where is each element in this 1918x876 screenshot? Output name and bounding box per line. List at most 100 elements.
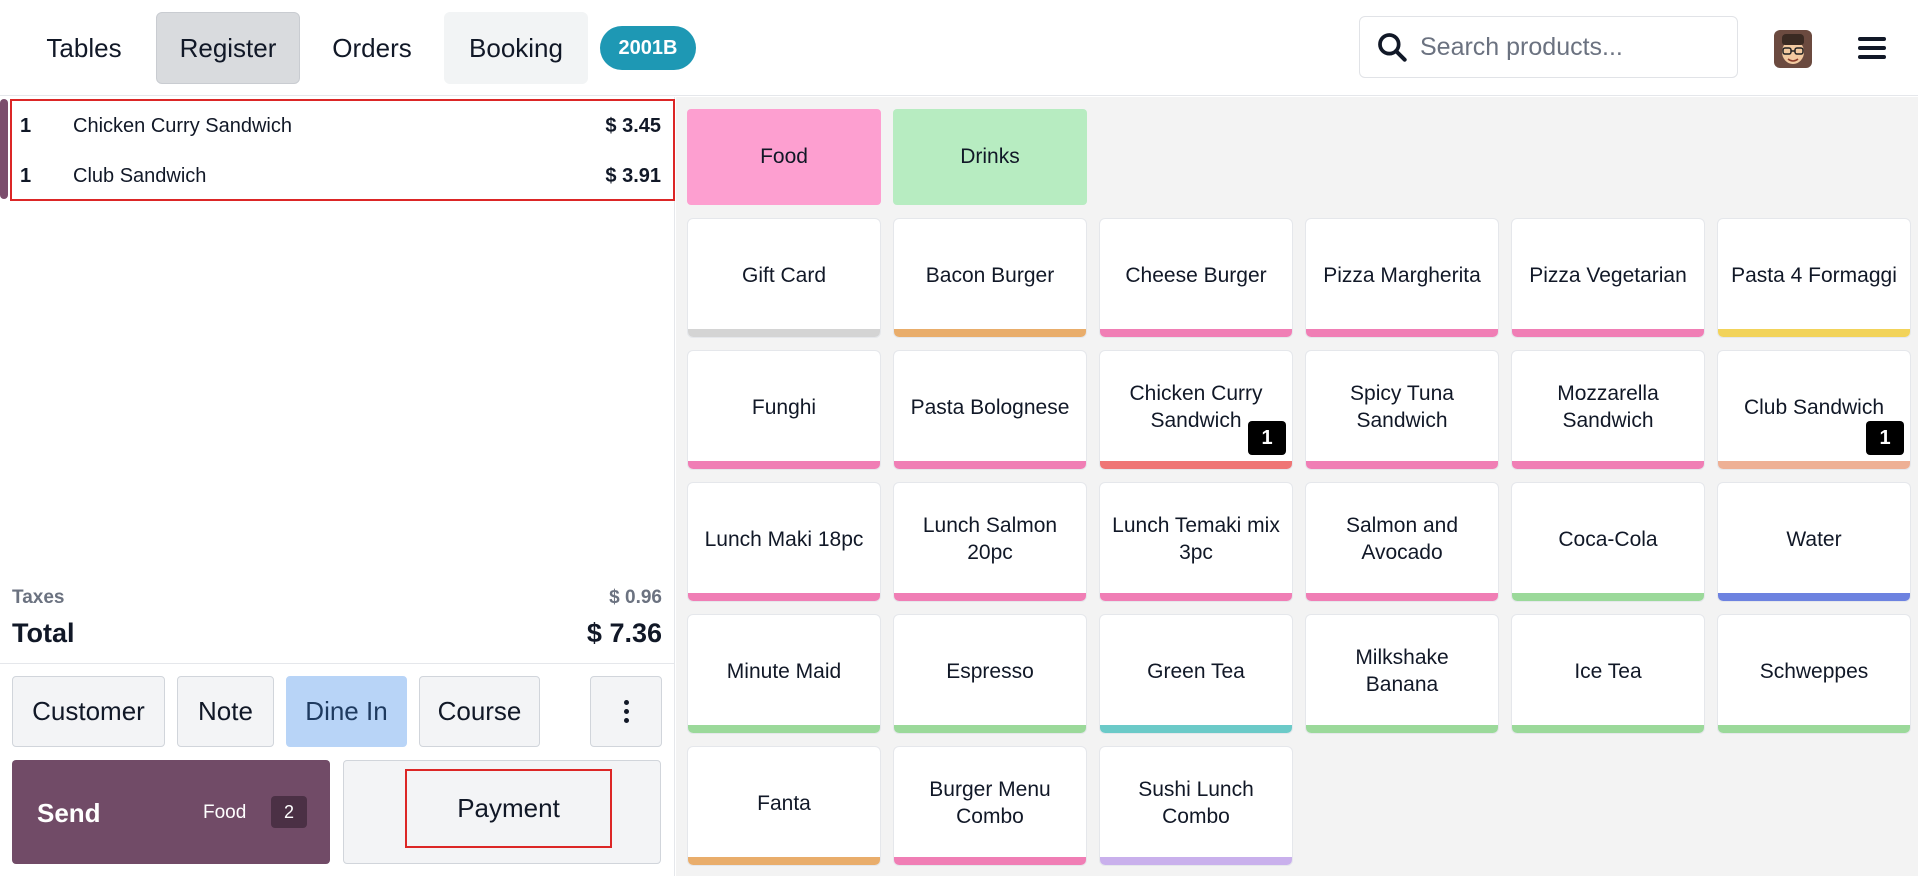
product-card[interactable]: Ice Tea xyxy=(1511,614,1705,734)
product-category-color-bar xyxy=(1100,593,1292,601)
product-name: Lunch Temaki mix 3pc xyxy=(1112,514,1280,564)
order-line-qty: 1 xyxy=(20,114,32,137)
order-line-name: Chicken Curry Sandwich xyxy=(73,114,292,137)
product-category-color-bar xyxy=(894,461,1086,469)
hamburger-menu-icon[interactable] xyxy=(1858,34,1886,62)
scrollbar[interactable] xyxy=(0,99,8,199)
product-category-color-bar xyxy=(1100,329,1292,337)
product-card[interactable]: Pasta 4 Formaggi xyxy=(1717,218,1911,338)
product-category-color-bar xyxy=(894,593,1086,601)
product-qty-badge: 1 xyxy=(1248,421,1286,455)
total-label: Total xyxy=(12,618,75,648)
product-name: Sushi Lunch Combo xyxy=(1138,778,1254,828)
product-category-color-bar xyxy=(894,857,1086,865)
customer-button[interactable]: Customer xyxy=(12,676,165,747)
dine-in-button[interactable]: Dine In xyxy=(286,676,407,747)
send-label: Send xyxy=(37,798,101,828)
product-card[interactable]: Fanta xyxy=(687,746,881,866)
product-name: Chicken Curry Sandwich xyxy=(1129,382,1263,432)
product-name: Pizza Vegetarian xyxy=(1529,263,1687,287)
product-card[interactable]: Milkshake Banana xyxy=(1305,614,1499,734)
product-card[interactable]: Lunch Salmon 20pc xyxy=(893,482,1087,602)
product-card[interactable]: Bacon Burger xyxy=(893,218,1087,338)
nav-booking-button[interactable]: Booking xyxy=(444,12,588,84)
product-name: Bacon Burger xyxy=(925,263,1055,287)
product-card[interactable]: Pizza Vegetarian xyxy=(1511,218,1705,338)
order-lines: 1 Chicken Curry Sandwich $ 3.45 1 Club S… xyxy=(10,99,675,201)
product-name: Cheese Burger xyxy=(1125,263,1267,287)
product-card[interactable]: Green Tea xyxy=(1099,614,1293,734)
more-vertical-icon xyxy=(623,700,629,723)
product-name: Gift Card xyxy=(741,263,827,287)
product-name: Spicy Tuna Sandwich xyxy=(1350,382,1454,432)
product-category-color-bar xyxy=(1100,857,1292,865)
product-card[interactable]: Minute Maid xyxy=(687,614,881,734)
nav-register-button[interactable]: Register xyxy=(156,12,300,84)
product-category-color-bar xyxy=(894,329,1086,337)
avatar[interactable] xyxy=(1774,30,1812,68)
product-card[interactable]: Pasta Bolognese xyxy=(893,350,1087,470)
product-category-color-bar xyxy=(1306,593,1498,601)
product-category-color-bar xyxy=(688,593,880,601)
product-category-color-bar xyxy=(1512,725,1704,733)
product-panel: Food Drinks Gift Card Bacon Burger Cheese … xyxy=(676,97,1918,876)
divider xyxy=(0,663,675,664)
product-name: Coca-Cola xyxy=(1558,527,1658,551)
product-name: Ice Tea xyxy=(1574,659,1642,683)
product-card[interactable]: Burger Menu Combo xyxy=(893,746,1087,866)
product-card[interactable]: Coca-Cola xyxy=(1511,482,1705,602)
product-category-color-bar xyxy=(1306,461,1498,469)
product-card[interactable]: Lunch Temaki mix 3pc xyxy=(1099,482,1293,602)
product-name: Green Tea xyxy=(1147,659,1245,683)
product-category-color-bar xyxy=(1512,461,1704,469)
course-button[interactable]: Course xyxy=(419,676,540,747)
product-category-color-bar xyxy=(894,725,1086,733)
product-card[interactable]: Water xyxy=(1717,482,1911,602)
more-options-button[interactable] xyxy=(590,676,662,747)
nav-tables-button[interactable]: Tables xyxy=(46,32,122,63)
product-card[interactable]: Gift Card xyxy=(687,218,881,338)
product-card[interactable]: Cheese Burger xyxy=(1099,218,1293,338)
product-category-color-bar xyxy=(688,725,880,733)
product-name: Salmon and Avocado xyxy=(1345,514,1459,564)
payment-label: Payment xyxy=(405,769,612,848)
taxes-label: Taxes xyxy=(12,587,65,608)
payment-button[interactable]: Payment xyxy=(343,760,661,864)
product-category-color-bar xyxy=(1718,593,1910,601)
product-card[interactable]: Espresso xyxy=(893,614,1087,734)
product-name: Funghi xyxy=(751,395,817,419)
product-card[interactable]: Chicken Curry Sandwich 1 xyxy=(1099,350,1293,470)
product-card[interactable]: Mozzarella Sandwich xyxy=(1511,350,1705,470)
product-name: Minute Maid xyxy=(726,659,842,683)
product-category-color-bar xyxy=(1718,725,1910,733)
send-category: Food xyxy=(203,802,247,823)
category-food-button[interactable]: Food xyxy=(687,109,881,205)
product-card[interactable]: Club Sandwich 1 xyxy=(1717,350,1911,470)
product-card[interactable]: Funghi xyxy=(687,350,881,470)
product-card[interactable]: Schweppes xyxy=(1717,614,1911,734)
search-box[interactable] xyxy=(1359,16,1738,78)
product-name: Lunch Salmon 20pc xyxy=(922,514,1058,564)
total-value: $ 7.36 xyxy=(586,618,662,648)
product-category-color-bar xyxy=(688,857,880,865)
note-button[interactable]: Note xyxy=(177,676,274,747)
product-name: Milkshake Banana xyxy=(1355,646,1449,696)
order-line[interactable]: 1 Club Sandwich $ 3.91 xyxy=(12,151,673,201)
product-card[interactable]: Spicy Tuna Sandwich xyxy=(1305,350,1499,470)
product-card[interactable]: Salmon and Avocado xyxy=(1305,482,1499,602)
send-button[interactable]: Send Food 2 xyxy=(12,760,330,864)
product-name: Water xyxy=(1786,527,1842,551)
search-input[interactable] xyxy=(1420,32,1720,62)
product-category-color-bar xyxy=(1306,725,1498,733)
product-card[interactable]: Pizza Margherita xyxy=(1305,218,1499,338)
order-line[interactable]: 1 Chicken Curry Sandwich $ 3.45 xyxy=(12,101,673,151)
product-card[interactable]: Sushi Lunch Combo xyxy=(1099,746,1293,866)
product-card[interactable]: Lunch Maki 18pc xyxy=(687,482,881,602)
product-name: Burger Menu Combo xyxy=(929,778,1051,828)
product-qty-badge: 1 xyxy=(1866,421,1904,455)
category-drinks-button[interactable]: Drinks xyxy=(893,109,1087,205)
product-name: Pasta Bolognese xyxy=(910,395,1070,419)
table-badge[interactable]: 2001B xyxy=(600,26,696,70)
nav-orders-button[interactable]: Orders xyxy=(332,32,412,63)
product-category-color-bar xyxy=(1306,329,1498,337)
